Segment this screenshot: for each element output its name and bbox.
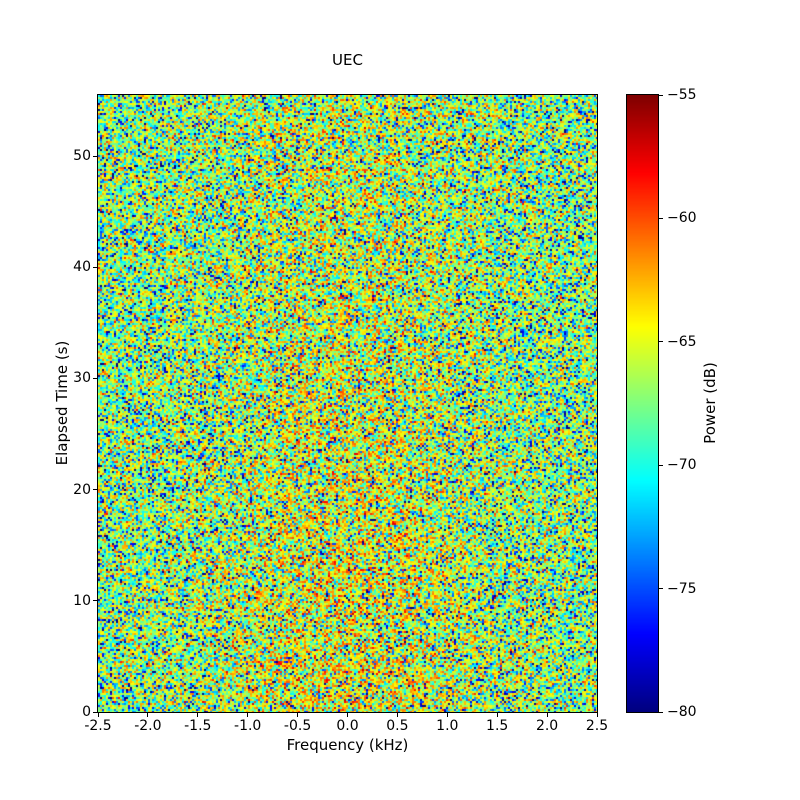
colorbar-tick-label: −55 <box>667 87 697 103</box>
colorbar-tick <box>659 217 663 219</box>
y-tick <box>93 600 97 602</box>
x-tick <box>147 713 149 717</box>
colorbar-tick-label: −65 <box>667 333 697 350</box>
y-tick <box>93 489 97 491</box>
x-tick-label: 2.5 <box>585 718 609 734</box>
y-tick <box>93 377 97 379</box>
colorbar-tick-label: −70 <box>667 457 697 474</box>
x-tick-label: 1.0 <box>436 718 459 734</box>
colorbar-tick-label: −60 <box>667 210 697 227</box>
x-tick-label: 1.5 <box>486 718 509 734</box>
colorbar-label: Power (dB) <box>701 362 719 444</box>
y-tick <box>93 711 97 713</box>
colorbar-tick <box>659 711 663 713</box>
y-tick-label: 0 <box>82 704 91 720</box>
y-tick-label: 40 <box>73 259 91 276</box>
x-tick-label: 0.5 <box>386 718 409 734</box>
x-tick <box>446 713 448 717</box>
x-axis-label: Frequency (kHz) <box>286 736 409 754</box>
x-tick <box>347 713 348 717</box>
y-tick <box>93 266 97 268</box>
x-tick <box>546 713 548 717</box>
x-tick <box>496 713 498 717</box>
colorbar-tick <box>659 588 663 590</box>
spectrogram-heatmap <box>97 94 598 713</box>
y-tick-label: 50 <box>73 148 91 165</box>
colorbar-tick <box>659 94 663 96</box>
y-axis-label: Elapsed Time (s) <box>53 340 71 466</box>
x-tick-label: -1.0 <box>234 718 262 734</box>
x-tick <box>396 713 398 717</box>
chart-title: UEC <box>332 51 363 69</box>
x-tick <box>97 713 99 717</box>
x-tick-label: 0.0 <box>336 718 359 734</box>
x-tick-label: -0.5 <box>283 718 312 734</box>
x-tick <box>596 713 598 717</box>
y-tick-label: 30 <box>73 370 91 387</box>
x-tick-label: 2.0 <box>535 718 559 734</box>
colorbar-tick <box>659 464 663 466</box>
x-tick-label: -2.5 <box>84 718 112 734</box>
x-tick-label: -2.0 <box>134 718 162 734</box>
colorbar-gradient <box>626 94 659 713</box>
colorbar-tick-label: −80 <box>667 704 697 720</box>
y-tick-label: 10 <box>73 592 91 609</box>
y-tick-label: 20 <box>73 481 91 498</box>
colorbar-tick-label: −75 <box>667 580 697 597</box>
x-tick-label: -1.5 <box>184 718 212 734</box>
x-tick <box>247 713 249 717</box>
colorbar-tick <box>659 341 663 343</box>
x-tick <box>297 713 299 717</box>
x-tick <box>197 713 199 717</box>
y-tick <box>93 155 97 157</box>
